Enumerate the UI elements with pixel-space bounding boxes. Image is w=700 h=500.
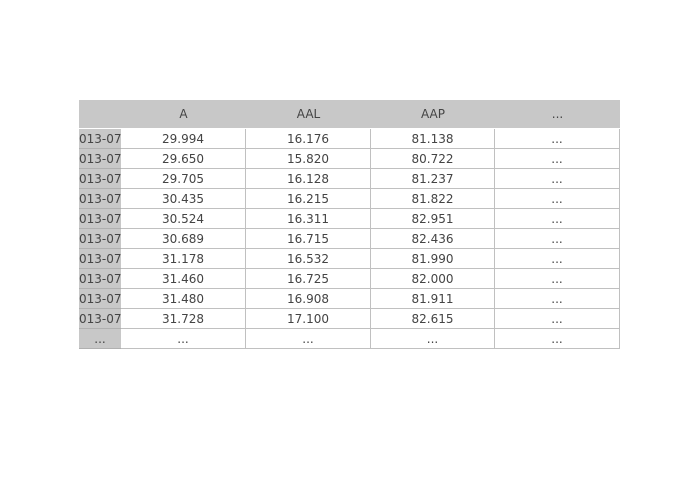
column-header: ... [495, 100, 620, 128]
table-cell: ... [495, 189, 620, 209]
table-cell: 15.820 [246, 149, 371, 169]
table-cell: 82.436 [371, 229, 495, 249]
table-cell: ... [246, 329, 371, 349]
table-cell: 17.100 [246, 309, 371, 329]
table-cell: 31.728 [121, 309, 246, 329]
table-cell: ... [371, 329, 495, 349]
table-cell: 31.460 [121, 269, 246, 289]
table-cell: 29.994 [121, 129, 246, 149]
table-cell: 81.990 [371, 249, 495, 269]
row-index: 013-07- [79, 309, 121, 329]
table-cell: ... [495, 229, 620, 249]
table-cell: 16.532 [246, 249, 371, 269]
table-cell: ... [495, 309, 620, 329]
table-cell: ... [495, 169, 620, 189]
row-index: 013-07- [79, 269, 121, 289]
table-cell: 81.138 [371, 129, 495, 149]
table-cell: ... [495, 249, 620, 269]
table-cell: 16.725 [246, 269, 371, 289]
column-header: AAL [246, 100, 371, 128]
row-index: 013-07- [79, 249, 121, 269]
row-index: 013-07- [79, 129, 121, 149]
table-cell: ... [121, 329, 246, 349]
table-cell: ... [495, 329, 620, 349]
table-cell: ... [495, 269, 620, 289]
table-cell: 16.715 [246, 229, 371, 249]
table-cell: 16.311 [246, 209, 371, 229]
header-corner [79, 100, 121, 128]
table-cell: 81.911 [371, 289, 495, 309]
table-cell: 82.951 [371, 209, 495, 229]
table-cell: ... [495, 289, 620, 309]
table-cell: 30.435 [121, 189, 246, 209]
column-header: A [121, 100, 246, 128]
table-cell: 29.705 [121, 169, 246, 189]
table-cell: 31.178 [121, 249, 246, 269]
table-cell: 31.480 [121, 289, 246, 309]
table-cell: 16.128 [246, 169, 371, 189]
table-cell: 16.215 [246, 189, 371, 209]
table-cell: 80.722 [371, 149, 495, 169]
row-index: 013-07- [79, 289, 121, 309]
table-cell: 30.689 [121, 229, 246, 249]
table-cell: ... [495, 149, 620, 169]
row-index: ... [79, 329, 121, 349]
table-cell: 16.176 [246, 129, 371, 149]
table-cell: ... [495, 129, 620, 149]
row-index: 013-07- [79, 189, 121, 209]
table-cell: 29.650 [121, 149, 246, 169]
table-cell: 81.822 [371, 189, 495, 209]
table-cell: ... [495, 209, 620, 229]
table-cell: 16.908 [246, 289, 371, 309]
row-index: 013-07- [79, 149, 121, 169]
row-index: 013-07- [79, 209, 121, 229]
table-cell: 81.237 [371, 169, 495, 189]
table-cell: 30.524 [121, 209, 246, 229]
row-index: 013-07- [79, 169, 121, 189]
row-index: 013-07- [79, 229, 121, 249]
column-header: AAP [371, 100, 495, 128]
table-cell: 82.615 [371, 309, 495, 329]
table-cell: 82.000 [371, 269, 495, 289]
